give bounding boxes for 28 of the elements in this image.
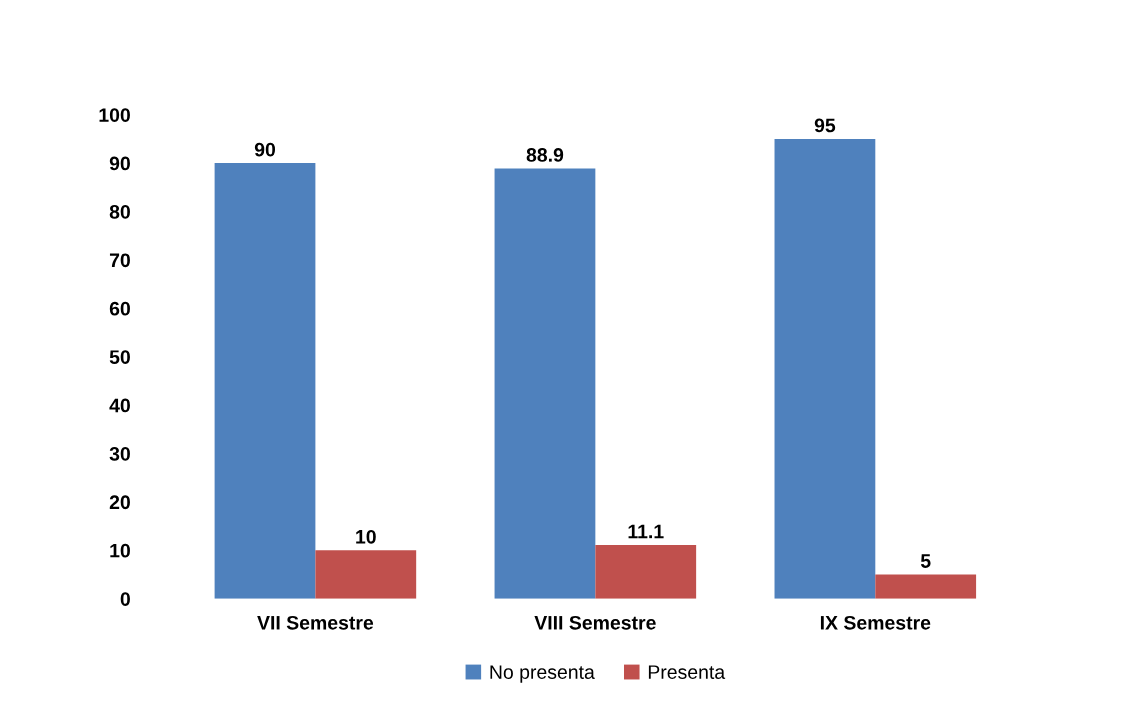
y-tick-label: 40 bbox=[109, 398, 130, 413]
y-tick-label: 70 bbox=[109, 253, 130, 268]
bar bbox=[774, 138, 876, 599]
y-tick-label: 90 bbox=[109, 156, 130, 171]
y-tick-label: 30 bbox=[109, 446, 130, 461]
bar bbox=[494, 168, 596, 599]
bar bbox=[595, 544, 697, 599]
x-tick-label: VII Semestre bbox=[257, 615, 374, 630]
x-tick-label: IX Semestre bbox=[820, 615, 931, 630]
y-tick-label: 80 bbox=[109, 204, 130, 219]
data-label: 11.1 bbox=[628, 524, 664, 539]
y-tick-label: 100 bbox=[99, 108, 130, 122]
y-tick-label: 0 bbox=[120, 592, 130, 606]
bar bbox=[214, 163, 316, 599]
y-tick-label: 20 bbox=[109, 495, 130, 510]
bar bbox=[875, 574, 977, 599]
data-label: 5 bbox=[920, 554, 931, 568]
data-label: 10 bbox=[356, 529, 376, 544]
y-tick-label: 50 bbox=[109, 350, 130, 364]
data-label: 95 bbox=[814, 118, 836, 133]
legend-label: No presenta bbox=[490, 665, 595, 683]
bar bbox=[315, 550, 417, 599]
x-tick-label: VIII Semestre bbox=[534, 615, 656, 630]
y-tick-label: 60 bbox=[109, 301, 130, 316]
y-tick-label: 10 bbox=[110, 543, 130, 558]
legend-label: Presenta bbox=[648, 665, 726, 679]
data-label: 90 bbox=[254, 142, 276, 157]
data-label: 88.9 bbox=[526, 148, 564, 162]
